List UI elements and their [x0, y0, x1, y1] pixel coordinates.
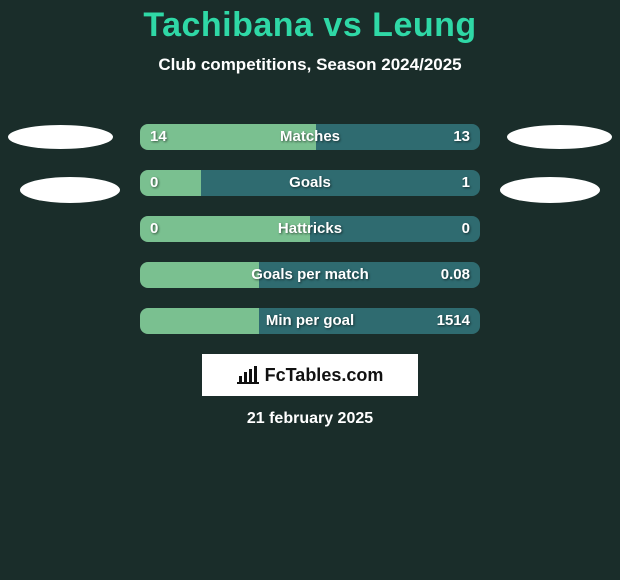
page-title: Tachibana vs Leung — [0, 0, 620, 45]
stat-label: Hattricks — [140, 216, 480, 242]
decorative-oval — [500, 177, 600, 203]
stat-row: 0.08Goals per match — [0, 262, 620, 288]
stat-row: 1514Min per goal — [0, 308, 620, 334]
decorative-oval — [507, 125, 612, 149]
stat-label: Min per goal — [140, 308, 480, 334]
stat-rows: 1413Matches01Goals00Hattricks0.08Goals p… — [0, 124, 620, 354]
date-label: 21 february 2025 — [0, 410, 620, 428]
stat-label: Goals per match — [140, 262, 480, 288]
comparison-infographic: Tachibana vs Leung Club competitions, Se… — [0, 0, 620, 580]
stat-label: Goals — [140, 170, 480, 196]
decorative-oval — [20, 177, 120, 203]
brand-logo-text: FcTables.com — [265, 365, 384, 386]
brand-logo: FcTables.com — [202, 354, 418, 396]
decorative-oval — [8, 125, 113, 149]
bar-chart-icon — [237, 366, 259, 384]
page-subtitle: Club competitions, Season 2024/2025 — [0, 55, 620, 75]
stat-label: Matches — [140, 124, 480, 150]
stat-row: 00Hattricks — [0, 216, 620, 242]
